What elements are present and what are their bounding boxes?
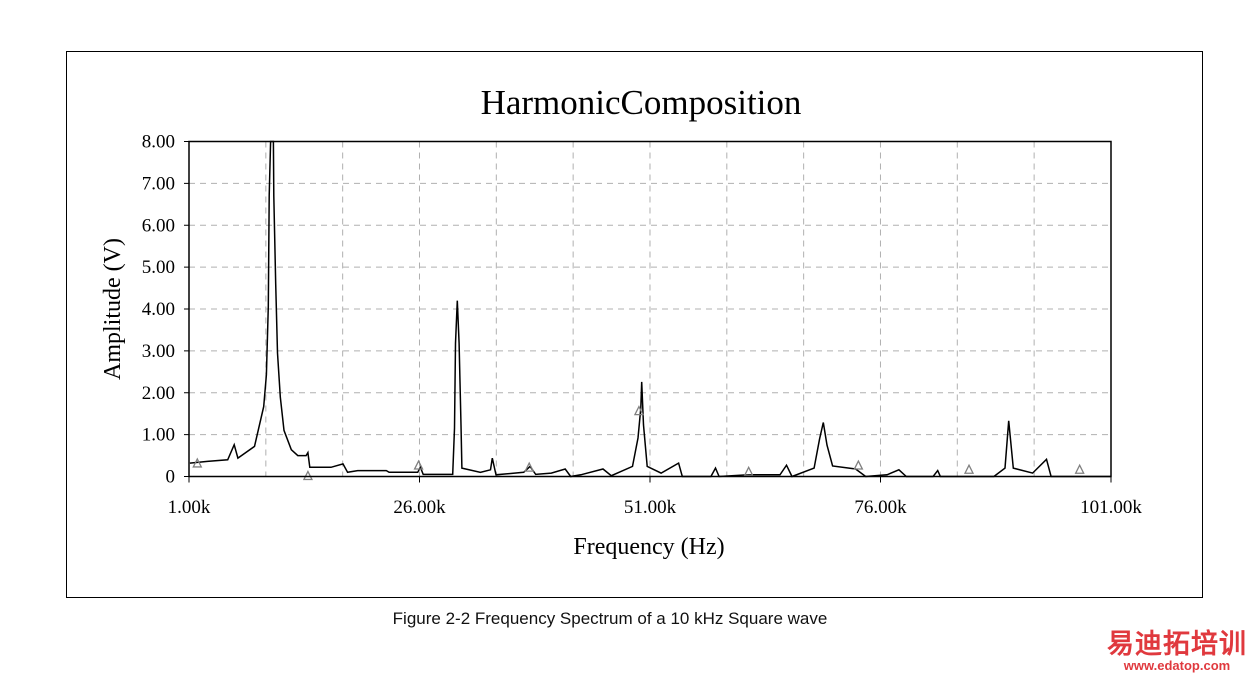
y-tick-label: 1.00 xyxy=(142,425,175,446)
triangle-marker xyxy=(853,459,864,470)
triangle-marker xyxy=(963,463,975,474)
triangle-marker xyxy=(302,470,313,481)
y-tick-label: 4.00 xyxy=(142,299,175,320)
y-tick-label: 7.00 xyxy=(142,173,175,194)
y-tick-label: 3.00 xyxy=(142,341,175,362)
harmonic-chart: HarmonicComposition 0 1.00 2.00 3.00 4.00 5.0… xyxy=(100,83,1142,560)
y-ticks: 0 1.00 2.00 3.00 4.00 5.00 6.00 7.00 8.00 xyxy=(142,132,189,488)
x-tick-label: 1.00k xyxy=(168,497,211,518)
triangle-marker xyxy=(743,465,754,476)
x-tick-label: 76.00k xyxy=(854,497,907,518)
chart-title: HarmonicComposition xyxy=(481,83,802,122)
watermark-url: www.edatop.com xyxy=(1123,658,1231,673)
figure-caption: Figure 2-2 Frequency Spectrum of a 10 kH… xyxy=(392,609,828,628)
y-axis-label: Amplitude (V) xyxy=(100,238,126,380)
y-tick-label: 0 xyxy=(166,467,176,488)
y-tick-label: 2.00 xyxy=(142,383,175,404)
chart-frame xyxy=(66,51,1203,598)
markers xyxy=(192,405,1085,481)
triangle-marker xyxy=(413,459,424,470)
triangle-marker xyxy=(633,405,644,416)
grid xyxy=(189,141,1111,477)
triangle-marker xyxy=(1074,463,1085,474)
x-tick-label: 101.00k xyxy=(1080,497,1142,518)
y-tick-label: 8.00 xyxy=(142,132,175,153)
y-tick-label: 6.00 xyxy=(142,215,175,236)
x-ticks: 1.00k 26.00k 51.00k 76.00k 101.00k xyxy=(168,476,1142,518)
watermark-chinese: 易迪拓培训 xyxy=(1107,629,1247,660)
x-tick-label: 51.00k xyxy=(624,497,677,518)
watermark: 易迪拓培训 www.edatop.com xyxy=(1107,622,1247,673)
x-axis-label: Frequency (Hz) xyxy=(573,534,724,560)
y-tick-label: 5.00 xyxy=(142,257,175,278)
triangle-marker xyxy=(192,457,203,468)
triangle-marker xyxy=(524,461,535,472)
x-tick-label: 26.00k xyxy=(393,497,446,518)
